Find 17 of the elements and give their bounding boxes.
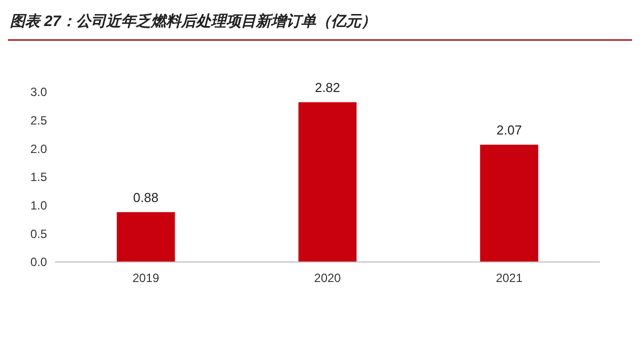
y-tick-label: 2.0: [30, 142, 48, 156]
x-tick-label: 2020: [314, 271, 342, 285]
chart-title: 图表 27：公司近年乏燃料后处理项目新增订单（亿元）: [10, 12, 376, 30]
y-tick-label: 3.0: [30, 85, 48, 100]
x-tick-label: 2021: [496, 271, 523, 285]
y-tick-label: 1.0: [30, 198, 48, 213]
bar: [116, 212, 175, 262]
y-tick-label: 1.5: [30, 170, 48, 184]
data-label: 2.07: [496, 122, 522, 138]
y-tick-label: 2.5: [30, 114, 48, 128]
y-tick-label: 0.0: [30, 255, 48, 270]
data-label: 2.82: [314, 80, 340, 96]
data-label: 0.88: [133, 190, 158, 206]
y-tick-label: 0.5: [30, 226, 48, 241]
bar: [480, 144, 538, 262]
bar: [298, 102, 357, 262]
x-tick-label: 2019: [132, 271, 160, 285]
